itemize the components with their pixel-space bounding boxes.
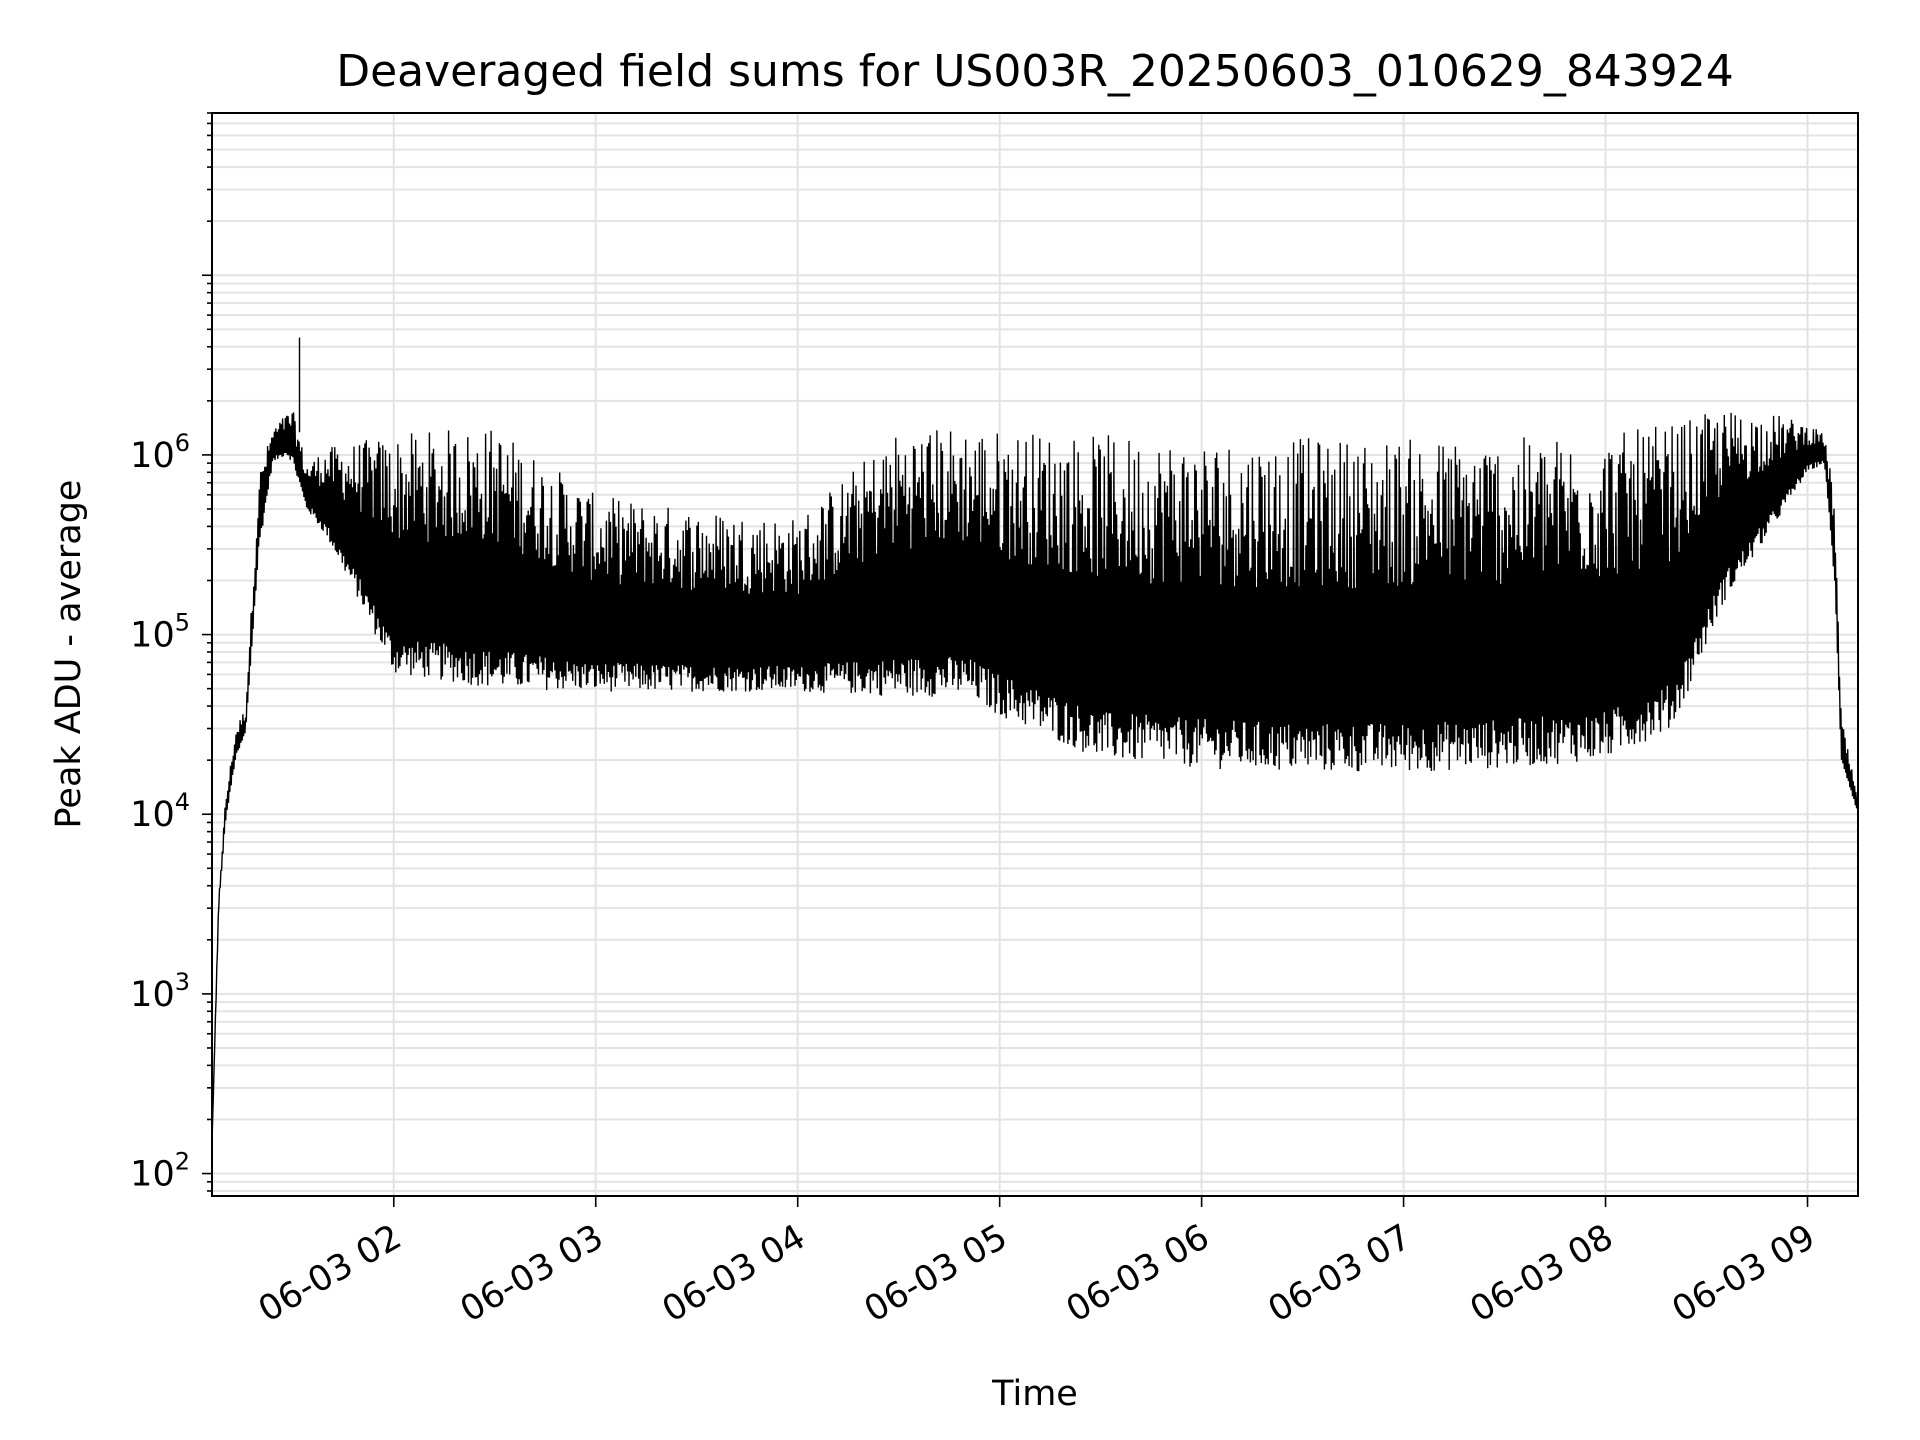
- plot-frame: [211, 112, 1859, 1197]
- y-tick-label: 106: [130, 429, 190, 476]
- x-axis-label: Time: [991, 1374, 1078, 1414]
- y-tick-label: 105: [130, 609, 190, 656]
- y-tick-label: 102: [130, 1148, 190, 1195]
- y-axis-label: Peak ADU - average: [49, 480, 89, 829]
- y-tick-label: 104: [130, 788, 190, 835]
- plot-area: [212, 337, 1858, 1142]
- chart-title: Deaveraged field sums for US003R_2025060…: [336, 46, 1734, 97]
- y-tick-label: 103: [130, 968, 190, 1015]
- y-axis: 102 103 104 105 106: [130, 112, 212, 1195]
- grid: [212, 112, 1858, 1196]
- series-line: [212, 337, 1858, 1142]
